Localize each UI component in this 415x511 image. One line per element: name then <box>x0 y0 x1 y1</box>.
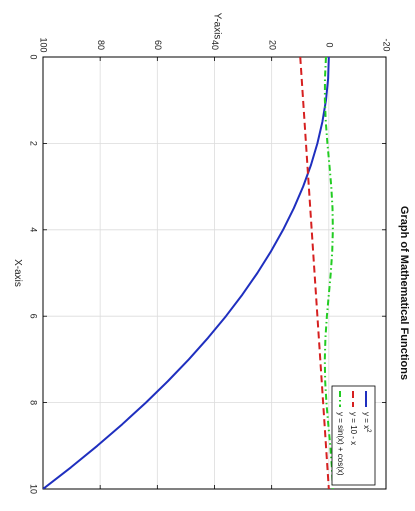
x-tick-label: 2 <box>29 141 39 146</box>
legend-label-1: y = x2 <box>362 412 372 433</box>
y-tick-label: 0 <box>324 42 334 47</box>
legend-label-3: y = sin(x) + cos(x) <box>336 412 345 476</box>
x-tick-label: 0 <box>29 54 39 59</box>
y-tick-label: 100 <box>39 37 49 52</box>
y-tick-label: -20 <box>382 38 392 51</box>
y-tick-label: 40 <box>210 40 220 50</box>
x-tick-label: 8 <box>29 400 39 405</box>
series-line-3 <box>323 57 334 489</box>
x-tick-label: 10 <box>29 484 39 494</box>
x-tick-label: 6 <box>29 314 39 319</box>
chart-title: Graph of Mathematical Functions <box>398 206 410 380</box>
y-axis-title: Y-axis <box>212 13 223 40</box>
axis-ticks: 0 2 4 6 8 10 -20 0 20 40 60 80 100 <box>29 37 392 494</box>
legend-label-2: y = 10 - x <box>349 412 358 445</box>
series-lines <box>43 57 334 489</box>
series-line-1 <box>43 57 330 489</box>
y-tick-label: 20 <box>267 40 277 50</box>
y-tick-label: 60 <box>153 40 163 50</box>
legend: y = x2 y = 10 - x y = sin(x) + cos(x) <box>331 385 376 486</box>
series-line-2 <box>299 57 330 489</box>
x-axis-title: X-axis <box>12 259 23 287</box>
x-tick-label: 4 <box>29 227 39 232</box>
y-tick-label: 80 <box>96 40 106 50</box>
